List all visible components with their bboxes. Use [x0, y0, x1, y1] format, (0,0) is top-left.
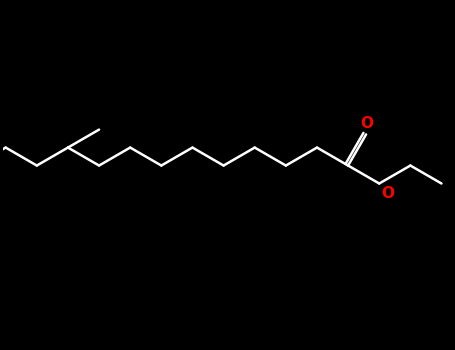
Text: O: O	[360, 116, 374, 131]
Text: O: O	[381, 186, 394, 201]
